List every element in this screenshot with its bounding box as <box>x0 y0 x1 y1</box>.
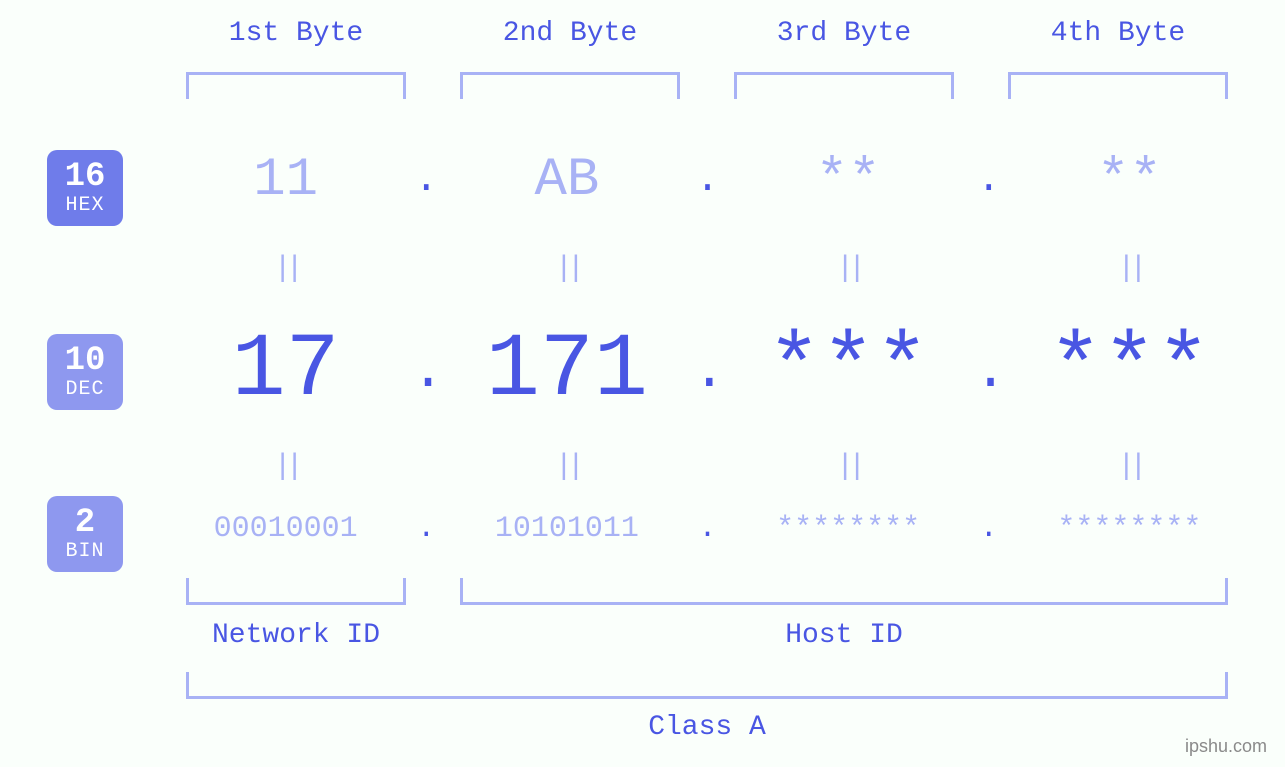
dot-icon: . <box>693 512 723 546</box>
equals-icon: || <box>160 252 411 286</box>
network-id-bracket <box>186 578 406 605</box>
dot-icon: . <box>974 158 1004 203</box>
base-label-hex: HEX <box>47 195 123 216</box>
dot-icon: . <box>974 339 1004 403</box>
equals-icon: || <box>1004 450 1255 484</box>
equals-icon: || <box>441 450 692 484</box>
equals-row-2: || || || || <box>160 450 1255 484</box>
dec-byte-2: 171 <box>441 320 692 422</box>
byte-header-4: 4th Byte <box>1008 18 1228 49</box>
watermark: ipshu.com <box>1185 736 1267 757</box>
hex-byte-3: ** <box>723 150 974 211</box>
base-label-bin: BIN <box>47 541 123 562</box>
equals-icon: || <box>723 450 974 484</box>
dot-icon: . <box>693 158 723 203</box>
base-badge-hex: 16 HEX <box>47 150 123 226</box>
byte-header-1: 1st Byte <box>186 18 406 49</box>
class-bracket <box>186 672 1228 699</box>
dot-icon: . <box>411 512 441 546</box>
hex-byte-1: 11 <box>160 150 411 211</box>
base-badge-bin: 2 BIN <box>47 496 123 572</box>
host-id-bracket <box>460 578 1228 605</box>
dot-icon: . <box>974 512 1004 546</box>
bin-byte-3: ******** <box>723 512 974 546</box>
bin-byte-4: ******** <box>1004 512 1255 546</box>
top-bracket-1 <box>186 72 406 99</box>
base-label-dec: DEC <box>47 379 123 400</box>
dot-icon: . <box>693 339 723 403</box>
equals-icon: || <box>1004 252 1255 286</box>
dec-byte-1: 17 <box>160 320 411 422</box>
dot-icon: . <box>411 339 441 403</box>
class-label: Class A <box>186 712 1228 743</box>
hex-byte-2: AB <box>441 150 692 211</box>
network-id-label: Network ID <box>186 620 406 651</box>
top-bracket-4 <box>1008 72 1228 99</box>
base-num-dec: 10 <box>47 344 123 380</box>
base-num-hex: 16 <box>47 160 123 196</box>
equals-icon: || <box>160 450 411 484</box>
hex-row: 11 . AB . ** . ** <box>160 150 1255 211</box>
host-id-label: Host ID <box>460 620 1228 651</box>
equals-icon: || <box>441 252 692 286</box>
equals-row-1: || || || || <box>160 252 1255 286</box>
dec-byte-3: *** <box>723 320 974 422</box>
byte-header-3: 3rd Byte <box>734 18 954 49</box>
base-badge-dec: 10 DEC <box>47 334 123 410</box>
dec-byte-4: *** <box>1004 320 1255 422</box>
dec-row: 17 . 171 . *** . *** <box>160 320 1255 422</box>
base-num-bin: 2 <box>47 506 123 542</box>
hex-byte-4: ** <box>1004 150 1255 211</box>
bin-byte-2: 10101011 <box>441 512 692 546</box>
bin-byte-1: 00010001 <box>160 512 411 546</box>
top-bracket-2 <box>460 72 680 99</box>
dot-icon: . <box>411 158 441 203</box>
top-bracket-3 <box>734 72 954 99</box>
byte-header-2: 2nd Byte <box>460 18 680 49</box>
equals-icon: || <box>723 252 974 286</box>
bin-row: 00010001 . 10101011 . ******** . *******… <box>160 512 1255 546</box>
